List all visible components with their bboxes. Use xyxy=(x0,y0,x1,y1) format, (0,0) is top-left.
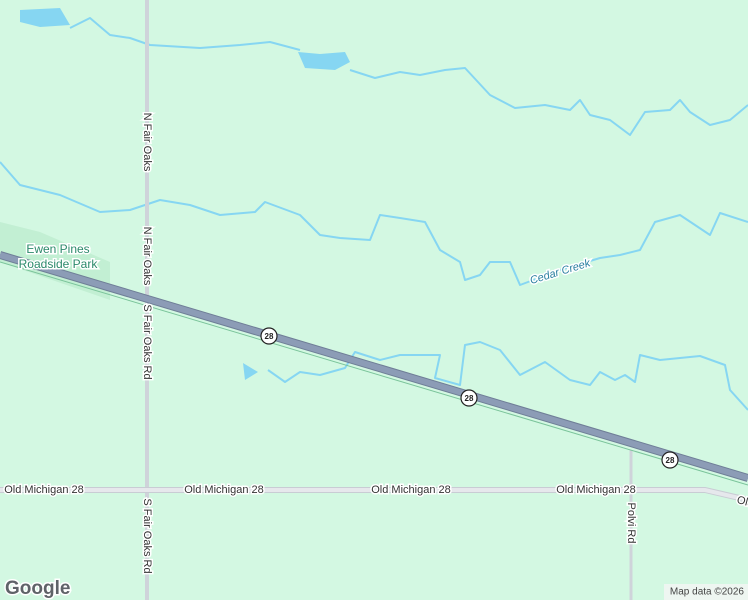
road-label: N Fair Oaks xyxy=(141,113,153,172)
lake xyxy=(20,8,70,27)
road-label: S Fair Oaks Rd xyxy=(141,304,153,379)
route-shield xyxy=(260,327,278,345)
road-label: Old Michigan 28 xyxy=(371,484,451,496)
lake xyxy=(298,52,350,70)
trail xyxy=(0,261,748,486)
google-logo: Google xyxy=(5,578,70,599)
shield-label: 28 xyxy=(265,332,274,341)
road-label: Old Michigan 28 xyxy=(4,484,84,496)
highway-28 xyxy=(0,252,748,481)
route-shield xyxy=(661,451,679,469)
attribution[interactable]: Map data ©2026 xyxy=(670,587,745,598)
shield-label: 28 xyxy=(465,394,474,403)
park-label: Roadside Park xyxy=(19,257,99,271)
road-label: Polvi Rd xyxy=(625,503,637,544)
road-label: Old Michigan 28 xyxy=(556,484,636,496)
road-label: S Fair Oaks Rd xyxy=(141,498,153,573)
road-label: N Fair Oaks xyxy=(141,227,153,286)
shield-label: 28 xyxy=(666,456,675,465)
attribution-bg xyxy=(664,584,748,600)
pond xyxy=(243,363,258,380)
route-shield xyxy=(460,389,478,407)
road-old-michigan-28-fill xyxy=(0,488,748,502)
park-label: Ewen Pines xyxy=(26,242,89,256)
cedar-creek xyxy=(0,161,748,286)
road-label: Old Michigan 28 xyxy=(184,484,264,496)
creek xyxy=(69,17,748,136)
